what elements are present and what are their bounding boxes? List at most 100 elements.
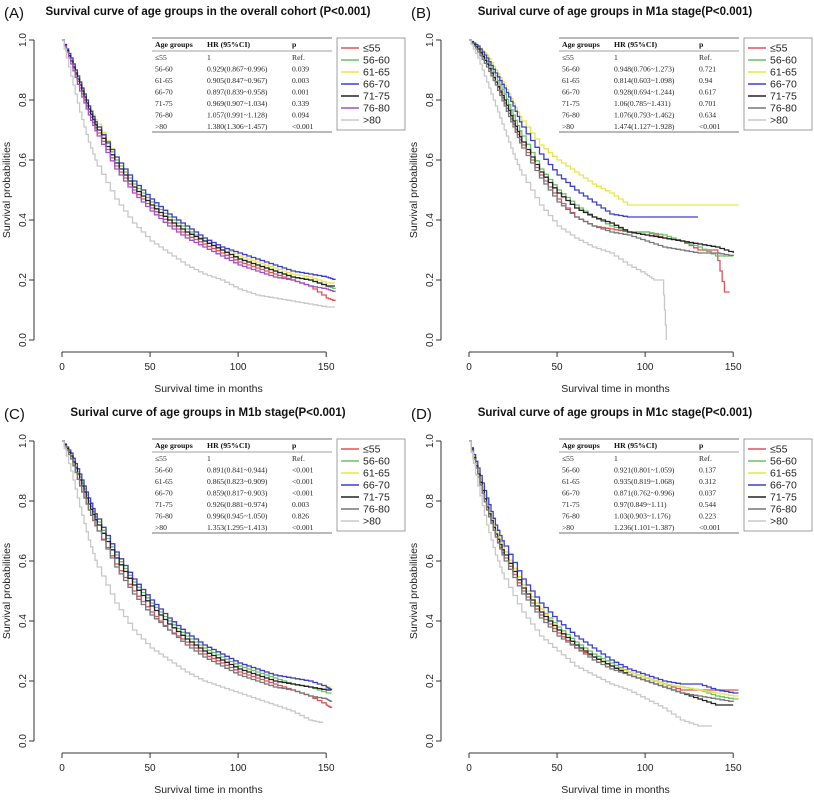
series-line <box>469 39 667 340</box>
legend-item: 66-70 <box>341 79 390 91</box>
y-tick-label: 0.8 <box>425 93 436 107</box>
table-header-cell: Age groups <box>562 441 600 450</box>
table-row: >80 1.353(1.295~1.413) <0.001 <box>155 523 314 532</box>
legend-label: 71-75 <box>770 91 797 103</box>
legend-label: 61-65 <box>363 67 390 79</box>
legend-item: 56-60 <box>748 55 797 67</box>
panel-b: (B) Surival curve of age groups in M1a st… <box>407 0 814 401</box>
x-tick-label: 150 <box>318 763 335 774</box>
hr-table: Age groups HR (95%CI) p ≤55 1 Ref. 56-60 0.891(… <box>152 438 332 534</box>
legend-item: 61-65 <box>341 67 390 79</box>
legend-label: 76-80 <box>363 103 390 115</box>
table-cell: >80 <box>562 523 574 532</box>
legend-label: 66-70 <box>363 480 390 492</box>
table-row: 56-60 0.891(0.841~0.944) <0.001 <box>155 466 314 475</box>
table-cell: 0.617 <box>699 88 716 97</box>
panel-a: (A) Survival curve of age groups in the o… <box>0 0 407 401</box>
legend-box <box>336 37 406 131</box>
table-cell: 0.037 <box>699 489 716 498</box>
table-row: ≤55 1 Ref. <box>155 53 305 62</box>
legend-label: 71-75 <box>363 91 390 103</box>
table-cell: 66-70 <box>155 88 173 97</box>
legend-label: 76-80 <box>363 504 390 516</box>
table-header-cell: p <box>699 40 704 49</box>
x-tick-label: 50 <box>145 763 157 774</box>
series-lines <box>62 39 336 308</box>
table-row: 71-75 0.926(0.881~0.974) 0.003 <box>155 500 309 509</box>
y-tick-label: 0.0 <box>425 734 436 748</box>
table-row: 76-80 1.057(0.991~1.128) 0.094 <box>155 111 309 120</box>
table-row: 61-65 0.814(0.603~1.098) 0.94 <box>562 76 712 85</box>
series-line <box>469 440 739 694</box>
y-axis-label: Survival probabilities <box>408 142 420 238</box>
table-row: 76-80 1.076(0.793~1.462) 0.634 <box>562 111 716 120</box>
table-row: >80 1.236(1.101~1.387) <0.001 <box>562 523 721 532</box>
table-row: >80 1.380(1.306~1.457) <0.001 <box>155 122 314 131</box>
y-tick-label: 0.6 <box>425 554 436 568</box>
legend-item: 61-65 <box>341 468 390 480</box>
legend-item: 66-70 <box>748 79 797 91</box>
table-header-cell: Age groups <box>155 441 193 450</box>
legend-item: 66-70 <box>341 480 390 492</box>
y-tick-label: 0.8 <box>425 494 436 508</box>
table-cell: 0.137 <box>699 466 716 475</box>
legend-label: 56-60 <box>363 55 390 67</box>
panel-d: (D) Surival curve of age groups in M1c st… <box>407 401 814 802</box>
panel-label: (D) <box>411 406 432 423</box>
hr-table: Age groups HR (95%CI) p ≤55 1 Ref. 56-60 0.921(… <box>559 438 739 534</box>
legend-item: >80 <box>748 115 788 127</box>
y-tick-label: 0.2 <box>425 273 436 287</box>
table-cell: 56-60 <box>562 466 580 475</box>
table-cell: 1.06(0.785~1.431) <box>614 99 671 108</box>
table-row: 66-70 0.897(0.839~0.958) 0.001 <box>155 88 309 97</box>
table-cell: 0.094 <box>292 111 309 120</box>
legend-label: ≤55 <box>770 43 788 55</box>
legend-item: 76-80 <box>748 103 797 115</box>
table-cell: 76-80 <box>562 512 580 521</box>
table-row: 76-80 0.996(0.945~1.050) 0.826 <box>155 512 309 521</box>
table-background <box>559 37 739 132</box>
y-axis-label: Survival probabilities <box>1 543 13 639</box>
y-tick-label: 0.2 <box>18 273 29 287</box>
y-axis-label: Survival probabilities <box>1 142 13 238</box>
table-cell: >80 <box>155 122 167 131</box>
table-cell: 0.929(0.867~0.996) <box>207 65 268 74</box>
table-cell: 0.701 <box>699 99 716 108</box>
legend-item: >80 <box>341 516 381 528</box>
table-cell: <0.001 <box>699 523 721 532</box>
table-cell: 0.948(0.706~1.273) <box>614 65 675 74</box>
panel-label: (B) <box>411 5 431 22</box>
table-cell: 56-60 <box>155 466 173 475</box>
table-cell: 0.223 <box>699 512 716 521</box>
table-header-cell: Age groups <box>562 40 600 49</box>
table-header-cell: HR (95%CI) <box>207 40 250 49</box>
y-tick-label: 1.0 <box>18 434 29 448</box>
legend-item: 56-60 <box>341 55 390 67</box>
table-header-cell: p <box>699 441 704 450</box>
table-cell: 0.897(0.839~0.958) <box>207 88 268 97</box>
y-tick-label: 1.0 <box>425 434 436 448</box>
survival-chart: (B) Surival curve of age groups in M1a st… <box>408 5 813 395</box>
series-line <box>469 440 713 727</box>
table-cell: 56-60 <box>155 65 173 74</box>
table-cell: 0.969(0.907~1.034) <box>207 99 268 108</box>
legend-label: 71-75 <box>770 492 797 504</box>
table-cell: 1.057(0.991~1.128) <box>207 111 268 120</box>
y-tick-label: 1.0 <box>18 33 29 47</box>
x-tick-label: 50 <box>552 763 564 774</box>
table-cell: 76-80 <box>155 111 173 120</box>
table-cell: 1.380(1.306~1.457) <box>207 122 268 131</box>
table-cell: <0.001 <box>292 477 314 486</box>
table-cell: 1 <box>614 53 618 62</box>
y-tick-label: 0.6 <box>425 153 436 167</box>
x-tick-label: 0 <box>466 763 472 774</box>
table-cell: 1 <box>207 454 211 463</box>
table-cell: <0.001 <box>292 489 314 498</box>
legend-label: >80 <box>363 516 381 528</box>
table-row: 61-65 0.935(0.819~1.068) 0.312 <box>562 477 716 486</box>
y-tick-label: 0.4 <box>425 614 436 628</box>
legend-item: 76-80 <box>341 103 390 115</box>
